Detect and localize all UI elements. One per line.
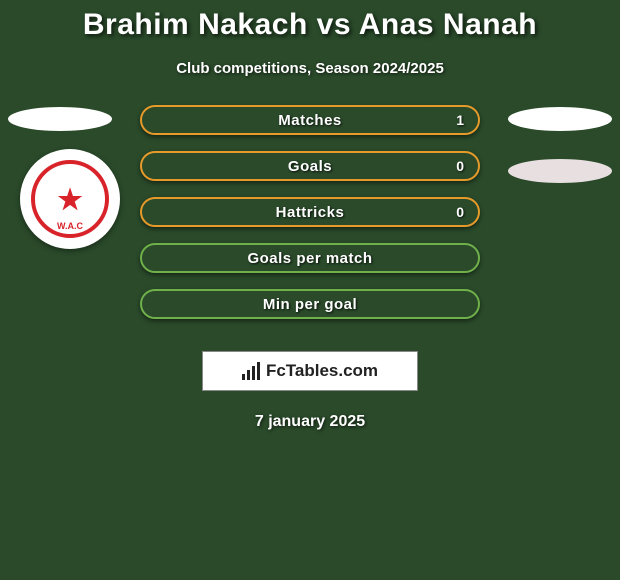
stat-label: Hattricks <box>276 204 345 221</box>
stats-area: ★ W.A.C Matches 1 Goals 0 Hattricks 0 Go… <box>0 105 620 345</box>
club-logo-letters: W.A.C <box>57 221 83 231</box>
star-icon: ★ <box>57 183 82 216</box>
stat-label: Matches <box>278 112 342 129</box>
player-left-ellipse <box>8 107 112 131</box>
branding-box[interactable]: FcTables.com <box>202 351 418 391</box>
stat-label: Goals <box>288 158 332 175</box>
date-text: 7 january 2025 <box>0 413 620 431</box>
branding-text: FcTables.com <box>266 361 378 381</box>
stat-row-min-per-goal: Min per goal <box>140 289 480 319</box>
stat-row-hattricks: Hattricks 0 <box>140 197 480 227</box>
stat-rows: Matches 1 Goals 0 Hattricks 0 Goals per … <box>140 105 480 335</box>
stat-value-right: 0 <box>456 204 464 220</box>
stat-label: Min per goal <box>263 296 357 313</box>
club-logo-inner: ★ W.A.C <box>31 160 109 238</box>
stat-row-goals: Goals 0 <box>140 151 480 181</box>
stat-row-matches: Matches 1 <box>140 105 480 135</box>
stat-value-right: 0 <box>456 158 464 174</box>
player-right-ellipse-2 <box>508 159 612 183</box>
page-title: Brahim Nakach vs Anas Nanah <box>0 0 620 42</box>
bar-chart-icon <box>242 362 260 380</box>
player-right-ellipse <box>508 107 612 131</box>
club-logo-left: ★ W.A.C <box>20 149 120 249</box>
stat-row-goals-per-match: Goals per match <box>140 243 480 273</box>
subtitle: Club competitions, Season 2024/2025 <box>0 60 620 77</box>
stat-value-right: 1 <box>456 112 464 128</box>
stat-label: Goals per match <box>247 250 372 267</box>
